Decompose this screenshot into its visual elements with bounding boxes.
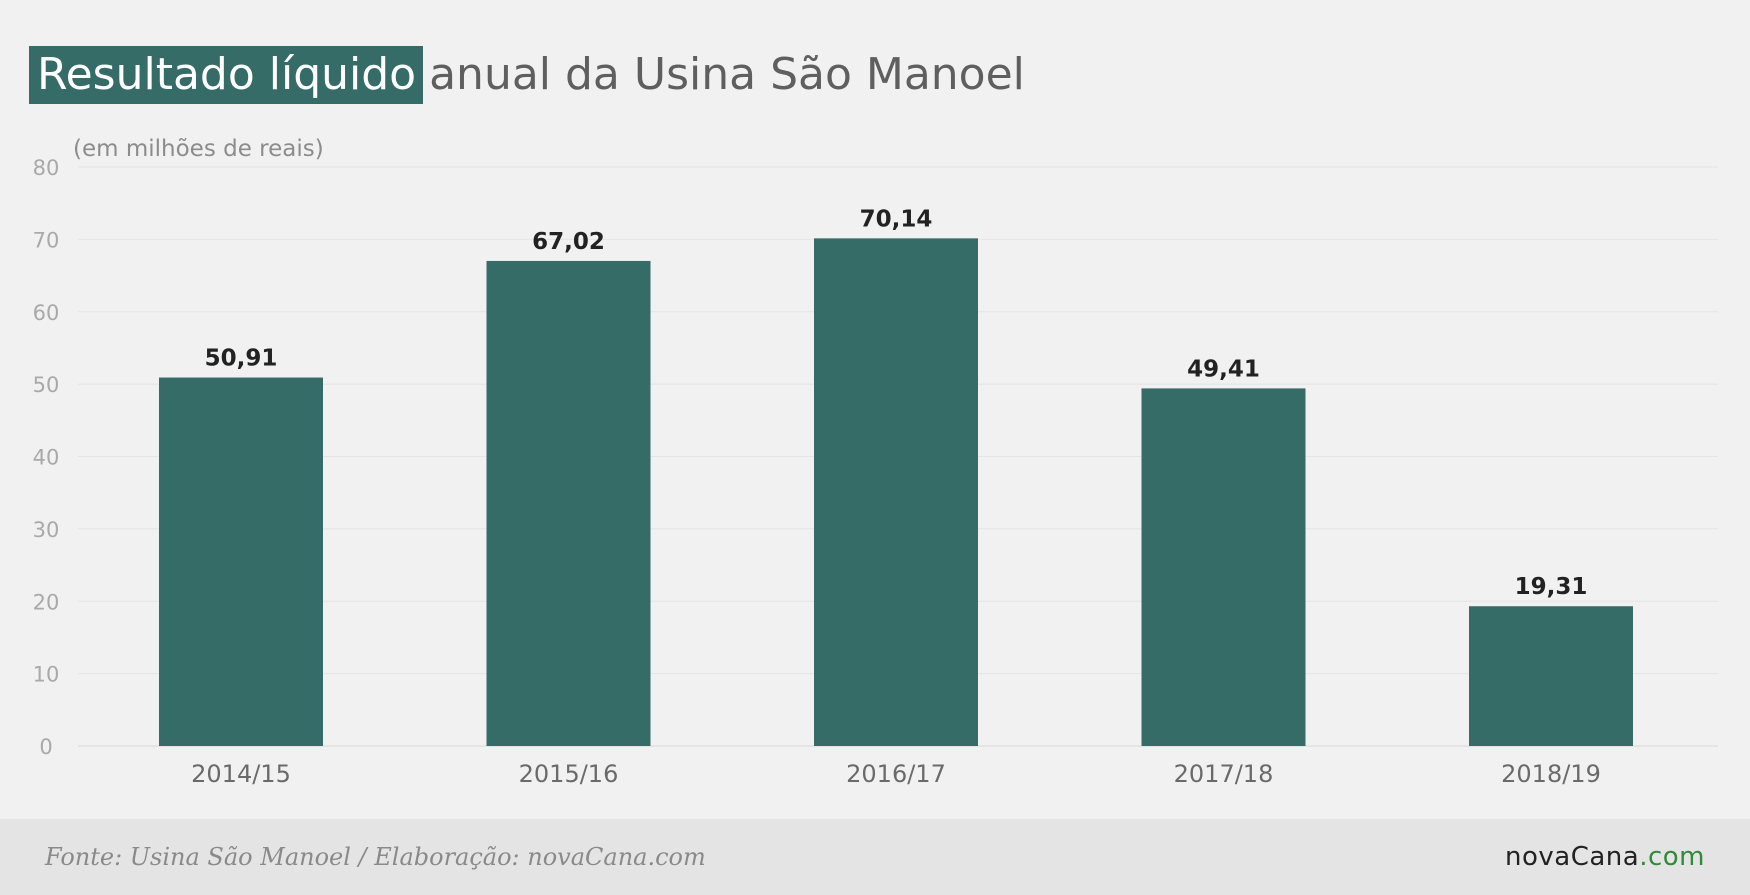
y-tick-label: 10 [33, 663, 60, 687]
bar [486, 260, 651, 746]
bars [159, 238, 1633, 746]
data-label: 49,41 [1187, 356, 1260, 382]
x-tick-label: 2015/16 [519, 760, 619, 788]
brand-main: novaCana [1505, 842, 1640, 872]
y-tick-label: 20 [33, 590, 60, 614]
bar [1469, 606, 1633, 746]
y-tick-label: 40 [33, 446, 60, 470]
unit-label: (em milhões de reais) [73, 136, 324, 162]
x-tick-label: 2016/17 [846, 760, 946, 788]
y-tick-label: 0 [39, 735, 52, 759]
chart-title: Resultado líquido anual da Usina São Man… [29, 46, 1025, 104]
data-label: 50,91 [205, 346, 278, 372]
bar [1141, 388, 1306, 746]
y-tick-label: 80 [33, 156, 60, 180]
bar [159, 377, 323, 746]
y-tick-label: 50 [33, 373, 60, 397]
data-label: 67,02 [532, 229, 605, 255]
y-axis-ticks: 0 10 20 30 40 50 60 70 80 [33, 156, 60, 759]
footer: Fonte: Usina São Manoel / Elaboração: no… [0, 819, 1750, 895]
x-tick-label: 2018/19 [1501, 760, 1601, 788]
x-tick-label: 2014/15 [191, 760, 291, 788]
data-label: 70,14 [860, 206, 933, 232]
title-rest: anual da Usina São Manoel [429, 49, 1025, 100]
brand-suffix: .com [1639, 842, 1705, 872]
title-highlight: Resultado líquido [29, 46, 424, 104]
bar-chart: 0 10 20 30 40 50 60 70 80 50,91 67,02 70,14 49,41 19… [33, 136, 1718, 788]
value-labels: 50,91 67,02 70,14 49,41 19,31 [205, 206, 1588, 600]
y-tick-label: 30 [33, 518, 60, 542]
brand-logo: novaCana.com [1505, 842, 1705, 872]
bar [814, 238, 978, 746]
x-tick-label: 2017/18 [1174, 760, 1274, 788]
y-tick-label: 70 [33, 228, 60, 252]
y-tick-label: 60 [33, 301, 60, 325]
source-note: Fonte: Usina São Manoel / Elaboração: no… [45, 843, 706, 871]
x-axis-ticks: 2014/15 2015/16 2016/17 2017/18 2018/19 [191, 760, 1601, 788]
data-label: 19,31 [1515, 574, 1588, 600]
